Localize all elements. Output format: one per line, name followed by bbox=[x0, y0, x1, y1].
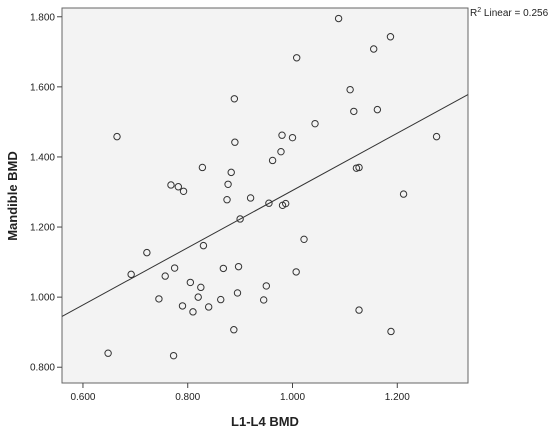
data-point bbox=[311, 119, 319, 128]
y-tick-label: 1.400 bbox=[30, 152, 55, 163]
data-point bbox=[277, 147, 285, 156]
data-point bbox=[292, 54, 301, 62]
data-point bbox=[432, 132, 441, 141]
data-point bbox=[174, 183, 182, 191]
data-point bbox=[265, 199, 273, 207]
data-point bbox=[346, 85, 354, 94]
data-point bbox=[355, 306, 363, 314]
data-point bbox=[387, 327, 395, 336]
data-point bbox=[198, 163, 207, 172]
y-tick-label: 0.800 bbox=[30, 363, 55, 374]
data-point bbox=[199, 241, 208, 250]
data-point bbox=[300, 235, 308, 244]
data-point bbox=[373, 105, 382, 114]
y-axis: 0.800 1.000 1.200 1.400 1.600 1.800 bbox=[30, 12, 62, 374]
data-point bbox=[246, 194, 255, 202]
linear-fit-line bbox=[61, 94, 469, 317]
data-point bbox=[155, 295, 163, 303]
data-point bbox=[113, 132, 121, 141]
data-point bbox=[223, 196, 231, 204]
data-point bbox=[170, 264, 179, 272]
data-point bbox=[178, 302, 187, 310]
data-point bbox=[236, 215, 244, 223]
data-point bbox=[161, 272, 169, 280]
data-point bbox=[278, 131, 286, 139]
data-point bbox=[104, 349, 112, 357]
y-tick-label: 1.600 bbox=[30, 82, 55, 93]
data-point bbox=[281, 199, 290, 208]
x-tick-label: 1.000 bbox=[280, 392, 305, 403]
x-tick-label: 0.600 bbox=[70, 392, 95, 403]
data-point bbox=[194, 293, 202, 301]
data-point bbox=[234, 262, 243, 271]
data-point bbox=[204, 303, 213, 311]
data-point bbox=[227, 168, 235, 177]
x-tick-label: 0.800 bbox=[175, 392, 200, 403]
y-tick-label: 1.200 bbox=[30, 223, 55, 234]
r2-prefix: R bbox=[470, 8, 477, 19]
data-point bbox=[334, 14, 343, 23]
data-point bbox=[224, 180, 232, 188]
plot-area bbox=[61, 7, 469, 384]
x-tick-label: 1.200 bbox=[385, 392, 410, 403]
data-point bbox=[231, 138, 239, 146]
x-axis-title: L1-L4 BMD bbox=[231, 414, 299, 429]
data-point bbox=[233, 289, 242, 297]
data-point bbox=[292, 268, 300, 276]
data-point bbox=[219, 264, 228, 273]
y-axis-title: Mandible BMD bbox=[5, 151, 20, 241]
data-point bbox=[399, 190, 408, 198]
data-point bbox=[262, 282, 271, 290]
x-axis: 0.600 0.800 1.000 1.200 bbox=[70, 383, 410, 403]
data-point bbox=[259, 296, 268, 304]
data-point bbox=[355, 163, 363, 172]
data-point bbox=[197, 283, 205, 292]
y-tick-label: 1.000 bbox=[30, 293, 55, 304]
data-point bbox=[169, 351, 178, 360]
data-point bbox=[167, 181, 175, 189]
data-point bbox=[143, 248, 151, 257]
data-point bbox=[350, 107, 358, 116]
data-point bbox=[230, 95, 239, 103]
data-point bbox=[288, 133, 297, 142]
data-point bbox=[386, 33, 395, 41]
data-points bbox=[104, 14, 441, 360]
y-tick-label: 1.800 bbox=[30, 12, 55, 23]
r2-value: Linear = 0.256 bbox=[481, 8, 548, 19]
data-point bbox=[179, 187, 188, 195]
data-point bbox=[230, 326, 238, 334]
r2-superscript: 2 bbox=[477, 7, 481, 14]
r2-annotation: R2 Linear = 0.256 bbox=[470, 7, 549, 19]
data-point bbox=[186, 278, 195, 287]
data-point bbox=[217, 295, 225, 304]
data-point bbox=[189, 308, 197, 316]
data-point bbox=[127, 270, 135, 279]
data-point bbox=[370, 45, 378, 53]
data-point bbox=[268, 156, 277, 165]
